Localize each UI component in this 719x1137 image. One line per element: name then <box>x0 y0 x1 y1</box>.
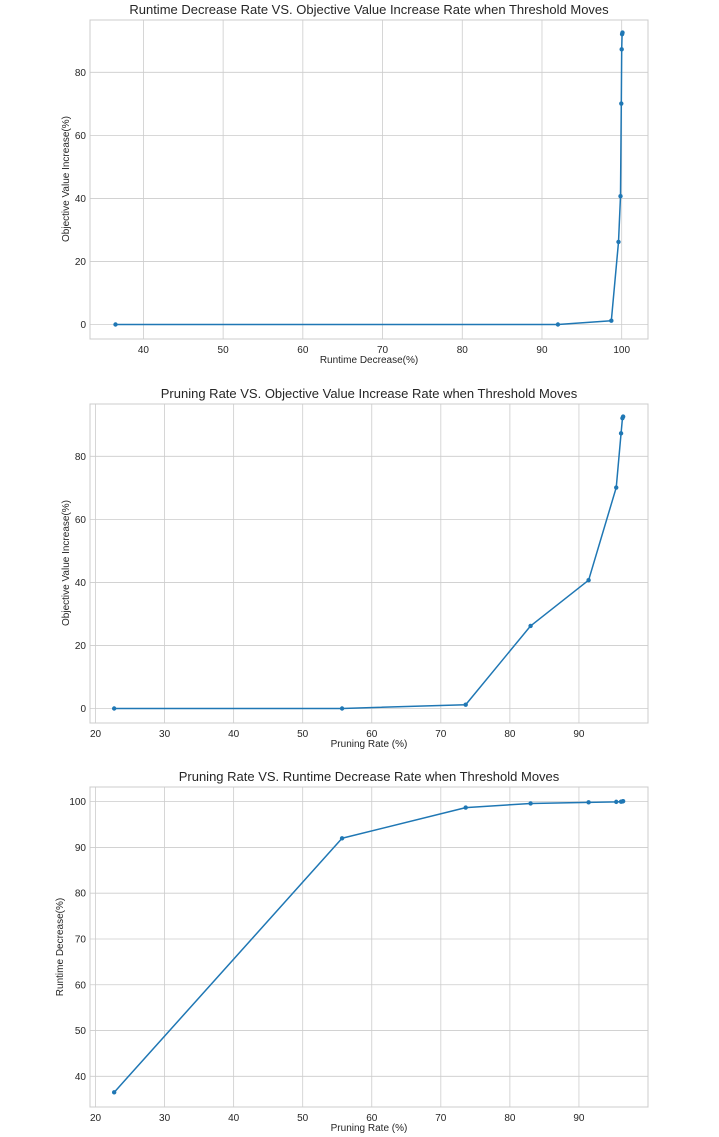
chart-1-xtick-label: 80 <box>457 345 469 356</box>
chart-1-data-point <box>113 322 118 327</box>
chart-3-ytick-label: 60 <box>75 980 87 991</box>
chart-3-xtick-label: 80 <box>504 1113 516 1124</box>
chart-2-data-point <box>339 706 345 711</box>
chart-3-xtick-label: 60 <box>366 1113 378 1124</box>
chart-3-title: Pruning Rate VS. Runtime Decrease Rate w… <box>179 769 560 784</box>
chart-1-frame <box>89 19 649 340</box>
chart-3: Pruning Rate VS. Runtime Decrease Rate w… <box>55 769 649 1134</box>
chart-1-ytick-label: 80 <box>75 68 87 79</box>
chart-1-ylabel: Objective Value Increase(%) <box>61 116 72 242</box>
chart-2-ytick-label: 80 <box>75 452 87 463</box>
chart-2-data-point <box>620 414 626 419</box>
chart-2-title: Pruning Rate VS. Objective Value Increas… <box>161 386 578 401</box>
chart-3-data-point <box>528 801 533 806</box>
chart-1-xlabel: Runtime Decrease(%) <box>320 355 418 366</box>
chart-2-ytick-label: 60 <box>75 515 87 526</box>
chart-2-data-point <box>614 485 619 490</box>
chart-1-xtick-label: 100 <box>613 345 630 356</box>
chart-1-xtick-label: 60 <box>297 345 309 356</box>
chart-3-data-point <box>463 805 468 810</box>
chart-1-data-point <box>618 194 623 199</box>
chart-1-ytick-label: 40 <box>75 194 87 205</box>
chart-3-data-point <box>339 836 345 841</box>
chart-1: Runtime Decrease Rate VS. Objective Valu… <box>61 2 649 366</box>
chart-2-xtick-label: 90 <box>573 729 585 740</box>
chart-3-series-line <box>113 800 624 1093</box>
chart-1-grid <box>90 20 648 339</box>
chart-2-series <box>111 414 626 711</box>
chart-2-xtick-label: 50 <box>297 729 309 740</box>
chart-3-ticks: 20 30 40 50 60 70 80 90 40 50 60 70 80 90 100 <box>69 797 585 1124</box>
chart-3-xtick-label: 30 <box>159 1113 171 1124</box>
chart-2-ytick-label: 40 <box>75 578 87 589</box>
chart-3-grid <box>90 787 648 1107</box>
chart-1-ticks: 40 50 60 70 80 90 100 0 20 40 60 80 <box>75 68 631 356</box>
chart-2-ytick-label: 0 <box>80 704 86 715</box>
chart-3-xtick-label: 50 <box>297 1113 309 1124</box>
chart-3-ytick-label: 90 <box>75 843 87 854</box>
chart-2: Pruning Rate VS. Objective Value Increas… <box>61 386 649 750</box>
chart-2-xtick-label: 80 <box>504 729 516 740</box>
chart-2-xtick-label: 70 <box>435 729 447 740</box>
chart-1-ytick-label: 20 <box>75 257 87 268</box>
chart-3-data-point <box>111 1090 117 1095</box>
chart-1-data-point <box>609 318 614 323</box>
chart-3-frame <box>89 786 649 1108</box>
chart-3-data-point <box>620 798 626 804</box>
chart-3-ytick-label: 40 <box>75 1072 87 1083</box>
chart-1-title: Runtime Decrease Rate VS. Objective Valu… <box>129 2 609 17</box>
chart-1-ytick-label: 0 <box>80 320 86 331</box>
chart-3-xlabel: Pruning Rate (%) <box>331 1123 408 1134</box>
chart-1-data-point <box>616 239 621 245</box>
chart-2-grid <box>90 404 648 723</box>
chart-1-xtick-label: 50 <box>218 345 230 356</box>
chart-1-xtick-label: 40 <box>138 345 150 356</box>
chart-3-xtick-label: 90 <box>573 1113 585 1124</box>
chart-3-ytick-label: 70 <box>75 934 87 945</box>
chart-3-xtick-label: 70 <box>435 1113 447 1124</box>
chart-2-xtick-label: 20 <box>90 729 102 740</box>
chart-2-xtick-label: 30 <box>159 729 171 740</box>
chart-2-xlabel: Pruning Rate (%) <box>331 739 408 750</box>
chart-2-data-point <box>463 702 468 707</box>
chart-1-data-point <box>619 101 624 106</box>
chart-2-series-line <box>114 416 624 710</box>
chart-2-xtick-label: 60 <box>366 729 378 740</box>
chart-3-ytick-label: 80 <box>75 889 87 900</box>
chart-2-frame <box>89 403 649 724</box>
chart-1-series-line <box>115 32 624 326</box>
chart-1-data-point <box>619 47 624 52</box>
chart-2-data-point <box>528 623 533 629</box>
chart-1-data-point <box>620 30 625 35</box>
chart-2-data-point <box>111 706 117 711</box>
chart-2-ytick-label: 20 <box>75 641 87 652</box>
chart-1-xtick-label: 90 <box>536 345 548 356</box>
chart-3-ytick-label: 100 <box>69 797 86 808</box>
chart-3-ytick-label: 50 <box>75 1026 87 1037</box>
chart-3-xtick-label: 20 <box>90 1113 102 1124</box>
chart-1-xtick-label: 70 <box>377 345 389 356</box>
chart-1-series <box>113 30 625 327</box>
chart-2-ylabel: Objective Value Increase(%) <box>61 500 72 626</box>
chart-2-data-point <box>586 578 591 583</box>
chart-3-xtick-label: 40 <box>228 1113 240 1124</box>
chart-3-ylabel: Runtime Decrease(%) <box>55 898 66 996</box>
chart-2-xtick-label: 40 <box>228 729 240 740</box>
chart-3-data-point <box>586 800 591 805</box>
chart-2-data-point <box>618 431 624 436</box>
chart-3-series <box>111 798 626 1095</box>
chart-1-data-point <box>555 322 561 327</box>
chart-3-data-point <box>614 799 619 805</box>
chart-1-ytick-label: 60 <box>75 131 87 142</box>
chart-2-ticks: 20 30 40 50 60 70 80 90 0 20 40 60 80 <box>75 452 585 740</box>
